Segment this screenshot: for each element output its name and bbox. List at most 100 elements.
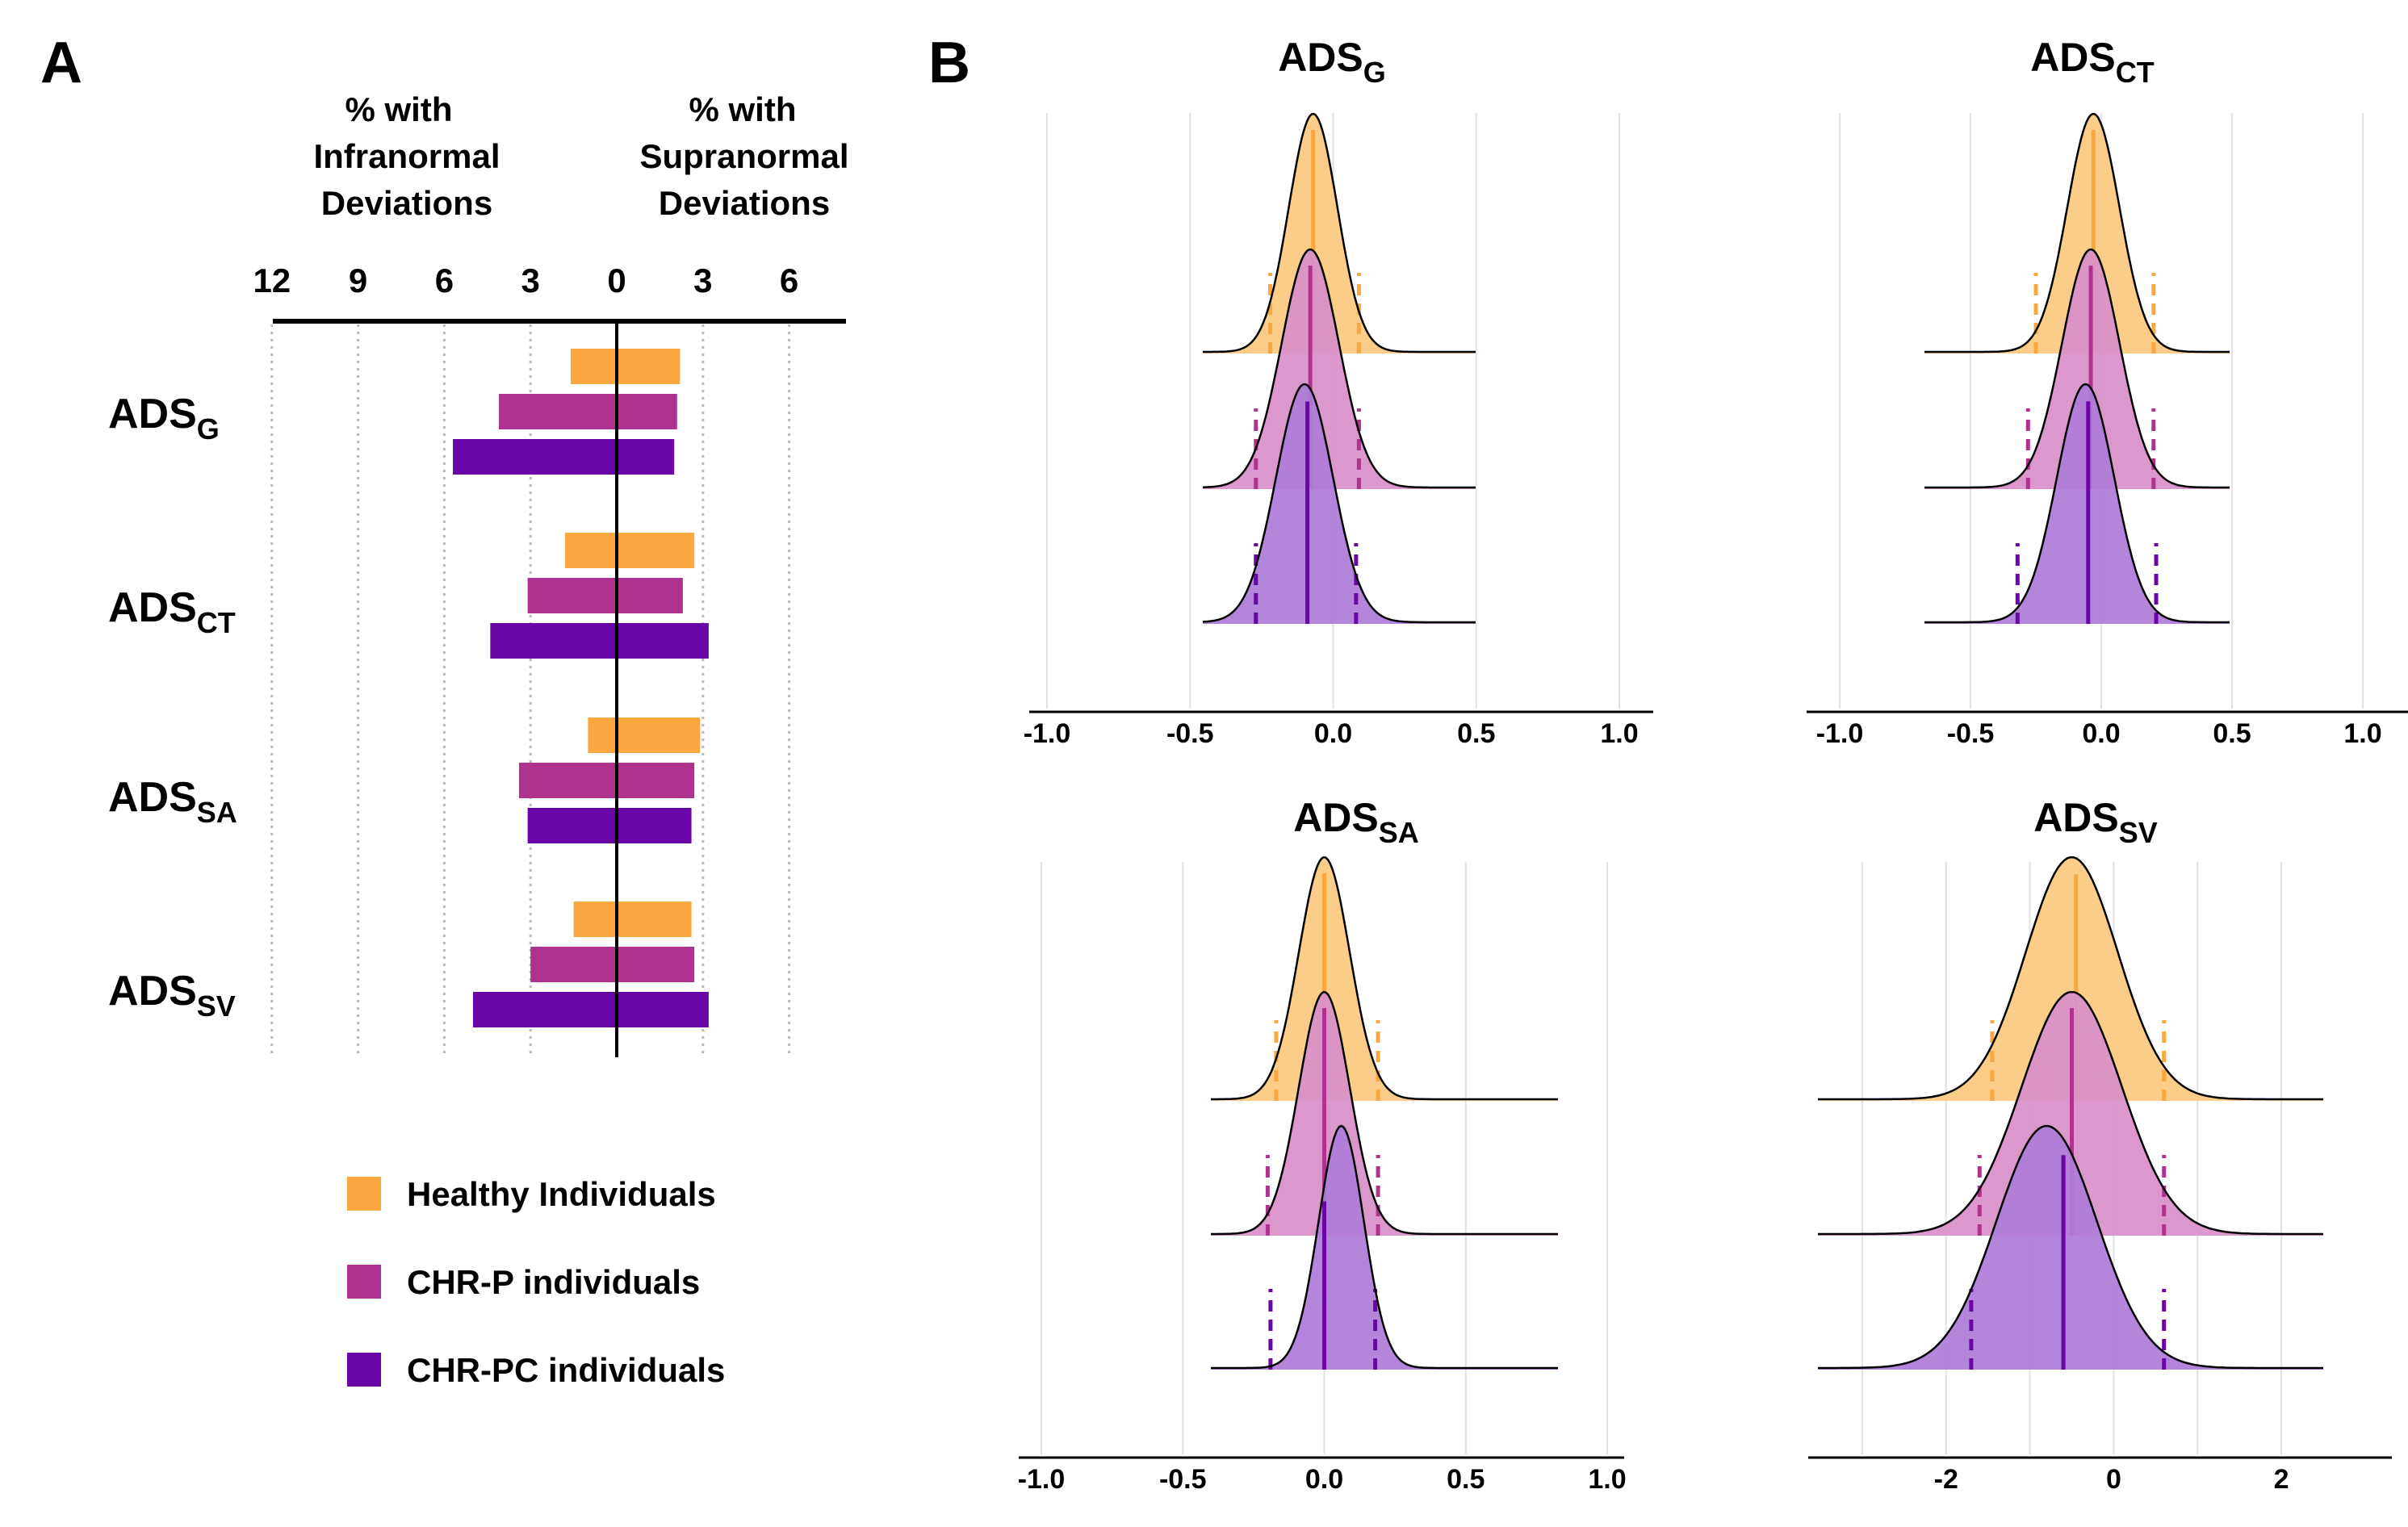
title-sub: SA (1379, 816, 1419, 849)
density-fill-chrp (1211, 992, 1558, 1236)
bar-adsg-chrpc (453, 439, 675, 475)
title-ads-sa: ADSSA (1293, 795, 1419, 849)
header-left-line-1: % with (345, 90, 453, 128)
row-label-sa: ADSSA (108, 774, 237, 829)
legend-swatch-chrpc (347, 1353, 381, 1387)
x-tick-label: 0.5 (2213, 718, 2251, 749)
x-tick-label: 1.0 (2343, 718, 2381, 749)
x-tick-label: 0.5 (1447, 1464, 1485, 1495)
tick-label-supranormal-6: 6 (780, 261, 798, 299)
density-fill-chrp (1203, 249, 1476, 489)
legend-label-chrpc: CHR-PC individuals (407, 1351, 725, 1389)
title-ads-sv: ADSSV (2033, 795, 2158, 849)
legend-swatch-chrp (347, 1265, 381, 1299)
panel-a-tick-labels: 12 9 6 3 0 3 6 (253, 261, 798, 299)
bar-adssv-chrpc (473, 992, 709, 1027)
tick-label-supranormal-3: 3 (693, 261, 712, 299)
bar-adsct-chrpc (490, 623, 709, 659)
x-tick-label: 1.0 (1588, 1464, 1626, 1495)
x-tick-label: -0.5 (1166, 718, 1214, 749)
row-label-g: ADSG (108, 391, 220, 446)
bar-adsct-healthy (564, 533, 695, 568)
ridge-plot-ads-sv: ADSSV -2 0 2 (1808, 795, 2392, 1495)
bar-adssa-chrp (518, 763, 695, 798)
density-fill-chrpc (1818, 1126, 2323, 1370)
legend-swatch-healthy (347, 1177, 381, 1211)
tick-label-infranormal-0: 0 (607, 261, 626, 299)
density-fill-chrpc (1211, 1126, 1558, 1370)
ridge-plot-ads-g: ADSG -1.0 -0.5 0.0 0.5 1.0 (1024, 35, 1653, 749)
title-ads-ct: ADSCT (2030, 35, 2155, 89)
row-label-sv: ADSSV (108, 968, 236, 1023)
bar-adsct-chrp (527, 578, 683, 613)
tick-label-infranormal-6: 6 (435, 261, 454, 299)
density-outline-healthy (1203, 112, 1476, 354)
x-tick-label: 0.0 (1305, 1464, 1343, 1495)
density-fill-chrpc (1924, 384, 2230, 624)
legend: Healthy Individuals CHR-P individuals CH… (347, 1175, 725, 1389)
x-tick-label: -1.0 (1024, 718, 1071, 749)
x-tick-label: 0.5 (1457, 718, 1495, 749)
panel-a-header-right: % with Supranormal Deviations (639, 90, 848, 222)
header-left-line-3: Deviations (321, 184, 492, 222)
x-tick-label: 0.0 (1314, 718, 1352, 749)
title-sub: G (1363, 56, 1386, 89)
x-tick-label: -1.0 (1018, 1464, 1066, 1495)
tick-label-infranormal-3: 3 (521, 261, 540, 299)
title-main: ADS (2033, 795, 2119, 840)
title-sub: SV (2119, 816, 2158, 849)
density-outline-chrpc (1818, 1124, 2323, 1370)
bar-adssv-healthy (573, 902, 692, 937)
header-right-line-2: Supranormal (639, 137, 848, 175)
tick-label-infranormal-9: 9 (349, 261, 367, 299)
tick-label-infranormal-12: 12 (253, 261, 291, 299)
density-outline-chrpc (1202, 383, 1476, 624)
legend-label-chrp: CHR-P individuals (407, 1263, 700, 1301)
x-tick-label: -0.5 (1947, 718, 1995, 749)
bar-adssv-chrp (530, 947, 695, 982)
density-fill-healthy (1924, 114, 2230, 354)
row-label-ct: ADSCT (108, 584, 236, 639)
bar-adsg-healthy (571, 349, 681, 384)
density-fill-healthy (1211, 857, 1558, 1101)
x-tick-label: -1.0 (1816, 718, 1864, 749)
density-fill-chrp (1924, 249, 2230, 489)
legend-label-healthy: Healthy Individuals (407, 1175, 716, 1213)
bar-adssa-chrpc (527, 808, 692, 843)
title-sub: CT (2116, 56, 2155, 89)
header-right-line-1: % with (689, 90, 797, 128)
density-outline-healthy (1924, 112, 2230, 354)
panel-a-header-left: % with Infranormal Deviations (313, 90, 500, 222)
density-outline-chrpc (1924, 383, 2230, 624)
panel-a-row-labels: ADSG ADSCT ADSSA ADSSV (108, 391, 237, 1023)
ridge-plot-ads-sa: ADSSA -1.0 -0.5 0.0 0.5 1.0 (1018, 795, 1627, 1495)
density-outline-healthy (1211, 856, 1558, 1101)
bar-adsg-chrp (499, 394, 677, 429)
density-fill-healthy (1203, 114, 1476, 354)
density-outline-chrp (1203, 248, 1476, 489)
density-outline-chrp (1818, 990, 2323, 1236)
header-right-line-3: Deviations (659, 184, 830, 222)
panel-b-letter: B (928, 31, 970, 95)
bar-adssa-healthy (588, 717, 701, 753)
x-tick-label: 1.0 (1600, 718, 1638, 749)
density-outline-chrpc (1211, 1124, 1558, 1370)
title-main: ADS (1278, 35, 1363, 80)
panel-a-gridlines (270, 324, 791, 1057)
title-main: ADS (1293, 795, 1379, 840)
title-main: ADS (2030, 35, 2116, 80)
panel-a-bars (453, 349, 709, 1027)
density-fill-healthy (1818, 857, 2323, 1101)
density-outline-chrp (1211, 990, 1558, 1236)
x-tick-label: 2 (2274, 1464, 2289, 1495)
density-outline-healthy (1818, 856, 2323, 1101)
title-ads-g: ADSG (1278, 35, 1386, 89)
x-tick-label: -0.5 (1159, 1464, 1207, 1495)
x-tick-label: -2 (1934, 1464, 1958, 1495)
x-tick-label: 0 (2106, 1464, 2121, 1495)
x-tick-label: 0.0 (2082, 718, 2120, 749)
panel-a-letter: A (40, 31, 82, 95)
density-outline-chrp (1924, 248, 2230, 489)
density-fill-chrpc (1203, 384, 1476, 624)
